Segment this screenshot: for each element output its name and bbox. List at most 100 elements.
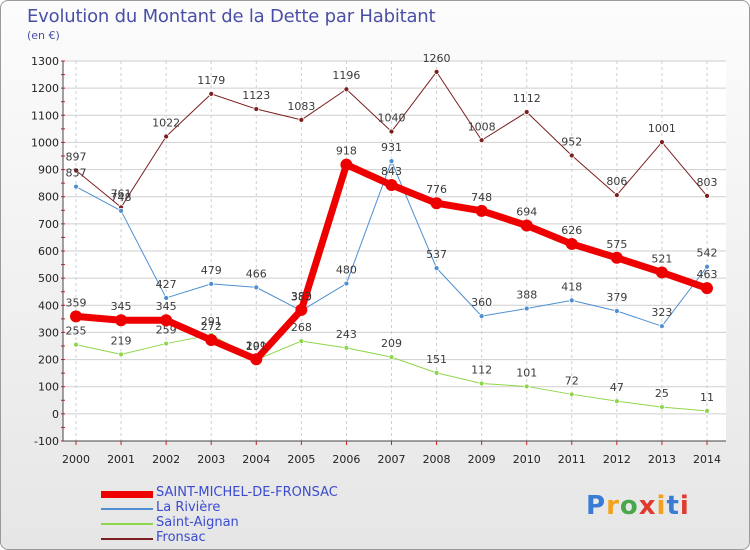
data-label: 112: [471, 363, 492, 376]
data-label: 575: [606, 238, 627, 251]
series-point: [343, 86, 350, 93]
x-tick-label: 2001: [107, 453, 135, 466]
data-label: 151: [426, 353, 447, 366]
legend-swatch: [101, 490, 153, 498]
legend-swatch: [101, 538, 153, 540]
data-label: 383: [291, 290, 312, 303]
data-label: 291: [201, 315, 222, 328]
series-point: [73, 167, 79, 174]
series-point: [430, 197, 443, 210]
y-tick-label: 100: [38, 381, 59, 394]
series-point: [655, 266, 668, 279]
proxiti-logo: Proxiti: [586, 491, 690, 521]
series-point: [298, 338, 305, 345]
x-tick-label: 2005: [287, 453, 315, 466]
series-point: [388, 158, 395, 165]
series-point: [160, 314, 173, 327]
series-point: [568, 152, 575, 159]
y-tick-label: 300: [38, 326, 59, 339]
x-tick-label: 2000: [62, 453, 90, 466]
series-point: [433, 369, 440, 376]
series-point: [295, 303, 308, 316]
data-label: 803: [697, 176, 718, 189]
data-label: 1008: [468, 120, 496, 133]
data-label: 748: [111, 191, 132, 204]
y-tick-label: 1100: [31, 109, 59, 122]
data-label: 952: [561, 135, 582, 148]
data-label: 466: [246, 267, 267, 280]
logo-letter: P: [586, 491, 607, 521]
y-tick-label: 400: [38, 299, 59, 312]
legend-label: SAINT-MICHEL-DE-FRONSAC: [156, 485, 338, 500]
series-point: [613, 398, 620, 405]
y-tick-label: 500: [38, 272, 59, 285]
x-tick-label: 2008: [423, 453, 451, 466]
logo-letter: i: [656, 491, 667, 521]
data-label: 259: [156, 324, 177, 337]
series-point: [118, 207, 124, 214]
series-point: [253, 284, 260, 291]
data-label: 776: [426, 183, 447, 196]
series-point: [565, 237, 578, 250]
series-point: [613, 192, 620, 198]
logo-letter: x: [638, 491, 657, 521]
x-tick-label: 2010: [513, 453, 541, 466]
data-label: 255: [66, 325, 87, 338]
legend-item: SAINT-MICHEL-DE-FRONSAC: [101, 485, 401, 501]
legend-item: Saint-Aignan: [101, 515, 401, 531]
series-point: [478, 380, 485, 387]
series-point: [478, 313, 485, 320]
data-label: 806: [606, 175, 627, 188]
data-label: 480: [336, 264, 357, 277]
data-label: 918: [336, 145, 357, 158]
series-point: [163, 295, 170, 301]
series-point: [73, 183, 79, 190]
data-label: 345: [156, 300, 177, 313]
series-point: [475, 204, 488, 217]
logo-letter: t: [666, 491, 680, 521]
legend-label: La Rivière: [156, 500, 221, 515]
data-label: 201: [246, 339, 267, 352]
series-point: [659, 139, 665, 146]
data-label: 219: [111, 334, 132, 347]
x-tick-label: 2004: [242, 453, 270, 466]
logo-letter: o: [619, 491, 639, 521]
data-label: 843: [381, 165, 402, 178]
y-tick-label: 800: [38, 191, 59, 204]
series-point: [118, 351, 124, 358]
series-point: [433, 265, 440, 272]
data-label: 521: [651, 252, 672, 265]
y-tick-label: 200: [38, 354, 59, 367]
series-point: [568, 391, 575, 398]
series-point: [433, 68, 440, 75]
chart-subtitle: (en €): [27, 29, 60, 42]
series-point: [208, 280, 215, 287]
series-point: [343, 280, 350, 287]
series-point: [298, 117, 305, 123]
series-point: [523, 109, 530, 115]
series-point: [388, 354, 395, 361]
data-label: 272: [201, 320, 222, 333]
data-label: 47: [610, 381, 624, 394]
series-point: [163, 340, 170, 347]
data-label: 1123: [242, 89, 270, 102]
y-tick-label: 700: [38, 218, 59, 231]
series-point: [340, 158, 353, 171]
series-point: [704, 263, 710, 270]
data-label: 479: [201, 264, 222, 277]
data-label: 1022: [152, 116, 180, 129]
data-label: 1083: [287, 100, 315, 113]
x-tick-label: 2009: [468, 453, 496, 466]
series-point: [568, 297, 575, 304]
chart-title: Evolution du Montant de la Dette par Hab…: [27, 6, 436, 27]
x-tick-label: 2006: [332, 453, 360, 466]
data-label: 761: [111, 187, 132, 200]
x-tick-label: 2013: [648, 453, 676, 466]
data-label: 25: [655, 387, 669, 400]
series-point: [610, 251, 623, 264]
data-label: 11: [700, 391, 714, 404]
logo-letter: r: [606, 491, 620, 521]
data-label: 379: [606, 291, 627, 304]
legend-label: Saint-Aignan: [156, 515, 239, 530]
